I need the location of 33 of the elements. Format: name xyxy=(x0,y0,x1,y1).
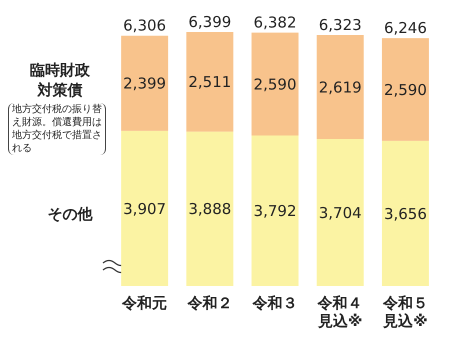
x-tick-label: 令和元 xyxy=(121,294,168,312)
bar xyxy=(186,132,234,286)
data-label: 3,907 xyxy=(123,200,166,218)
bar xyxy=(121,130,168,286)
total-label: 6,306 xyxy=(123,16,166,35)
total-label: 6,382 xyxy=(254,14,297,32)
data-label: 3,656 xyxy=(384,204,427,223)
total-label: 6,246 xyxy=(384,19,427,38)
bar xyxy=(382,38,429,141)
bar xyxy=(382,140,429,286)
total-label: 6,399 xyxy=(188,13,232,31)
data-label: 3,704 xyxy=(318,204,362,222)
data-label: 2,590 xyxy=(384,80,427,99)
x-tick-label: 令和２ xyxy=(186,294,232,312)
bar xyxy=(316,138,364,286)
x-tick-label: 令和３ xyxy=(252,294,298,312)
x-tick-label: 令和４見込※ xyxy=(316,294,363,330)
data-label: 3,792 xyxy=(254,202,297,220)
data-label: 2,590 xyxy=(254,75,297,94)
text: 地方交付税の振り替え財源。償還費用は地方交付税で措置される xyxy=(8,103,106,155)
total-label: 6,323 xyxy=(318,16,362,34)
bar xyxy=(186,32,234,132)
data-label: 2,619 xyxy=(318,78,362,96)
bar xyxy=(252,135,299,286)
bar xyxy=(121,36,168,131)
bar xyxy=(316,35,364,139)
data-label: 2,511 xyxy=(188,73,232,92)
text: 臨時財政対策債 xyxy=(29,60,91,100)
series-label: その他 xyxy=(46,204,94,224)
x-tick-label: 令和５見込※ xyxy=(382,294,428,330)
data-label: 3,888 xyxy=(188,200,232,218)
bar xyxy=(252,32,299,136)
data-label: 2,399 xyxy=(123,74,166,93)
